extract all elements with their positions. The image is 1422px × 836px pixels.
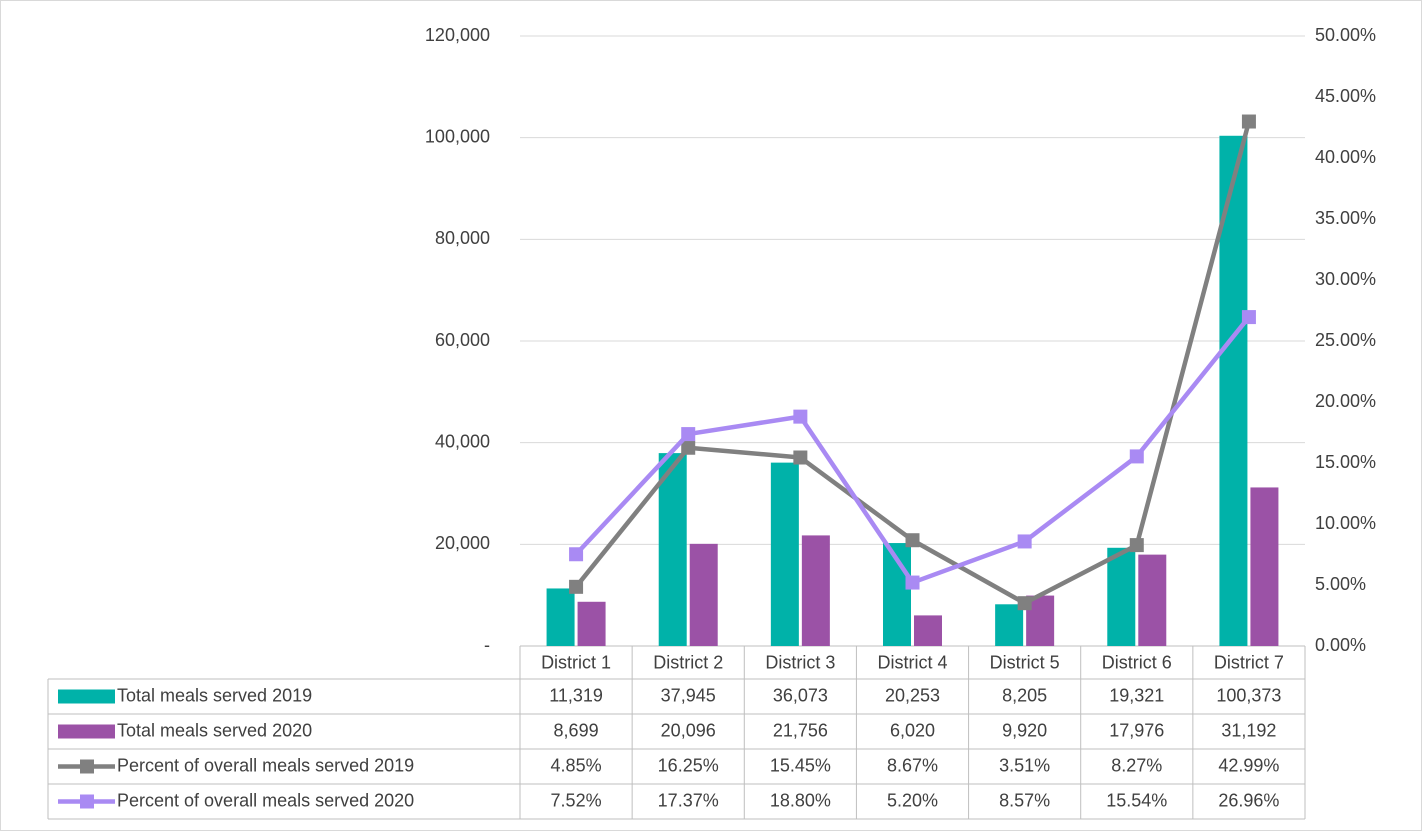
y-tick-label: 20,000 [435, 533, 490, 553]
x-tick-label: District 3 [765, 652, 835, 672]
bar [658, 453, 687, 646]
table-value: 20,253 [885, 685, 940, 705]
legend-key [58, 724, 115, 739]
table-value: 3.51% [999, 755, 1050, 775]
table-value: 15.45% [770, 755, 831, 775]
x-tick-label: District 5 [990, 652, 1060, 672]
table-value: 15.54% [1106, 790, 1167, 810]
y-tick-label: 120,000 [425, 25, 490, 45]
bar [689, 543, 718, 646]
table-value: 8,699 [554, 720, 599, 740]
x-tick-label: District 6 [1102, 652, 1172, 672]
table-value: 8.27% [1111, 755, 1162, 775]
table-value: 37,945 [661, 685, 716, 705]
y2-tick-label: 10.00% [1315, 513, 1376, 533]
table-value: 19,321 [1109, 685, 1164, 705]
bar [914, 615, 942, 646]
bar [801, 535, 830, 646]
table-value: 8,205 [1002, 685, 1047, 705]
table-value: 6,020 [890, 720, 935, 740]
table-value: 17.37% [658, 790, 719, 810]
table-value: 8.57% [999, 790, 1050, 810]
y2-tick-label: 50.00% [1315, 25, 1376, 45]
table-value: 21,756 [773, 720, 828, 740]
table-value: 7.52% [551, 790, 602, 810]
table-value: 100,373 [1216, 685, 1281, 705]
y2-tick-label: 35.00% [1315, 208, 1376, 228]
y2-tick-label: 20.00% [1315, 391, 1376, 411]
y-tick-label: 100,000 [425, 126, 490, 146]
legend-label: Percent of overall meals served 2019 [117, 755, 414, 775]
marker [793, 409, 808, 424]
marker [905, 575, 920, 590]
y-tick-label: 40,000 [435, 431, 490, 451]
marker [1241, 114, 1256, 129]
marker [1017, 534, 1032, 549]
marker [905, 533, 920, 548]
x-tick-label: District 7 [1214, 652, 1284, 672]
y2-tick-label: 0.00% [1315, 635, 1366, 655]
y2-tick-label: 45.00% [1315, 86, 1376, 106]
bar [1250, 487, 1279, 646]
bar [1138, 554, 1167, 646]
bar [770, 462, 799, 646]
table-value: 4.85% [551, 755, 602, 775]
y2-tick-label: 30.00% [1315, 269, 1376, 289]
marker [1017, 596, 1032, 611]
marker [1129, 538, 1144, 553]
y-tick-label: 80,000 [435, 228, 490, 248]
marker [1241, 310, 1256, 325]
table-value: 42.99% [1218, 755, 1279, 775]
table-value: 17,976 [1109, 720, 1164, 740]
legend-label: Total meals served 2020 [117, 720, 312, 740]
y-tick-label: - [484, 635, 490, 655]
table-value: 16.25% [658, 755, 719, 775]
x-tick-label: District 2 [653, 652, 723, 672]
bar [995, 604, 1024, 646]
legend-label: Percent of overall meals served 2020 [117, 790, 414, 810]
table-value: 36,073 [773, 685, 828, 705]
bar [577, 601, 606, 646]
legend-key [80, 794, 94, 809]
marker [681, 427, 696, 442]
marker [569, 547, 584, 562]
legend-label: Total meals served 2019 [117, 685, 312, 705]
table-value: 26.96% [1218, 790, 1279, 810]
table-value: 11,319 [549, 685, 603, 705]
bar [1107, 547, 1136, 646]
marker [681, 440, 696, 455]
x-tick-label: District 1 [541, 652, 611, 672]
table-value: 31,192 [1221, 720, 1276, 740]
table-value: 9,920 [1002, 720, 1047, 740]
bar [546, 588, 575, 646]
table-value: 8.67% [887, 755, 938, 775]
legend-key [58, 689, 115, 704]
y-tick-label: 60,000 [435, 330, 490, 350]
table-value: 18.80% [770, 790, 831, 810]
table-value: 5.20% [887, 790, 938, 810]
marker [1129, 449, 1144, 464]
y2-tick-label: 15.00% [1315, 452, 1376, 472]
legend-key [80, 759, 94, 774]
x-tick-label: District 4 [877, 652, 947, 672]
marker [793, 450, 808, 465]
y2-tick-label: 5.00% [1315, 574, 1366, 594]
marker [569, 579, 584, 594]
y2-tick-label: 40.00% [1315, 147, 1376, 167]
table-value: 20,096 [661, 720, 716, 740]
y2-tick-label: 25.00% [1315, 330, 1376, 350]
